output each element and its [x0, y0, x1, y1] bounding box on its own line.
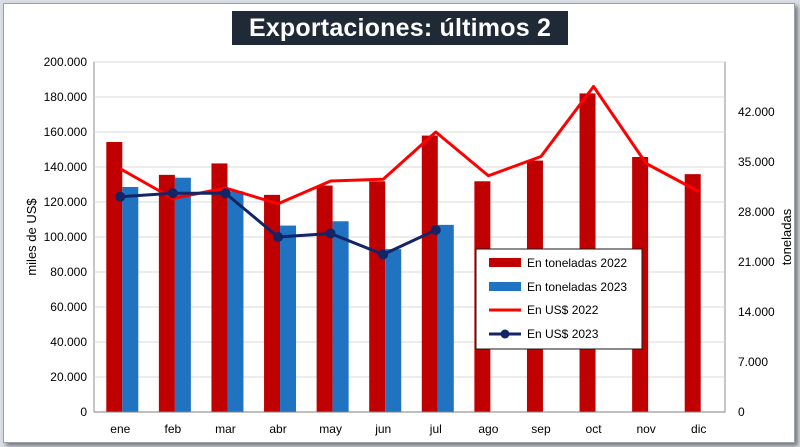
x-tick-label: ene: [110, 422, 130, 436]
bar-en-toneladas-2023: [385, 249, 402, 412]
y-axis-label: miles de US$: [24, 198, 39, 276]
x-tick-label: feb: [165, 422, 182, 436]
y-tick-label: 40.000: [50, 335, 87, 349]
y-tick-label: 60.000: [50, 300, 87, 314]
y-tick-label: 100.000: [44, 230, 88, 244]
line-en-us-2022: [119, 85, 700, 206]
legend-label-tons-2023: En toneladas 2023: [527, 280, 627, 294]
legend-label-tons-2022: En toneladas 2022: [527, 256, 627, 270]
y2-tick-label: 28.000: [738, 205, 775, 219]
bar-en-toneladas-2023: [174, 177, 191, 412]
y2-axis-label: toneladas: [779, 208, 794, 265]
y2-tick-label: 14.000: [738, 305, 775, 319]
bar-en-toneladas-2022: [421, 135, 438, 413]
x-tick-label: may: [319, 422, 342, 436]
x-tick-label: mar: [215, 422, 236, 436]
bar-en-toneladas-2023: [122, 187, 139, 412]
y-tick-label: 160.000: [44, 125, 88, 139]
lines: [115, 85, 700, 260]
y-tick-label: 180.000: [44, 90, 88, 104]
legend-swatch-tons-2022: [489, 258, 521, 267]
point-en-us-2023: [325, 228, 336, 239]
bar-en-toneladas-2023: [280, 225, 297, 412]
bar-en-toneladas-2022: [264, 194, 281, 412]
y2-tick-label: 35.000: [738, 155, 775, 169]
axes: 0 20.000 40.000 60.000 80.000 100.000 120.000 1…: [44, 55, 775, 436]
x-tick-label: jun: [374, 422, 391, 436]
point-en-us-2023: [220, 188, 231, 199]
y-tick-label: 80.000: [50, 265, 87, 279]
bar-en-toneladas-2022: [684, 174, 701, 412]
legend-label-usd-2022: En US$ 2022: [527, 303, 599, 317]
bar-en-toneladas-2022: [211, 163, 228, 412]
point-en-us-2023: [273, 232, 284, 242]
legend: En toneladas 2022 En toneladas 2023 En U…: [475, 248, 643, 350]
x-tick-label: dic: [691, 422, 706, 436]
legend-swatch-tons-2023: [489, 282, 521, 291]
point-en-us-2023: [115, 191, 126, 202]
legend-label-usd-2023: En US$ 2023: [527, 327, 599, 341]
y2-tick-label: 0: [738, 405, 745, 419]
x-tick-label: ago: [478, 422, 498, 436]
y2-tick-label: 7.000: [738, 355, 768, 369]
x-tick-label: nov: [636, 422, 655, 436]
x-tick-label: oct: [586, 422, 603, 436]
point-en-us-2023: [430, 225, 441, 235]
y2-tick-label: 42.000: [738, 105, 775, 119]
bar-en-toneladas-2022: [158, 174, 175, 412]
bar-en-toneladas-2023: [332, 221, 349, 412]
bars: [106, 93, 701, 413]
y-tick-label: 0: [80, 405, 87, 419]
y-tick-label: 200.000: [44, 55, 88, 69]
bar-en-toneladas-2023: [437, 224, 454, 412]
y-tick-label: 140.000: [44, 160, 88, 174]
legend-marker-usd-2023: [500, 329, 510, 339]
y-tick-label: 120.000: [44, 195, 88, 209]
x-tick-label: sep: [531, 422, 551, 436]
y-tick-label: 20.000: [50, 370, 87, 384]
point-en-us-2023: [378, 249, 389, 260]
bar-en-toneladas-2022: [106, 142, 123, 412]
bar-en-toneladas-2022: [369, 181, 386, 412]
point-en-us-2023: [167, 188, 178, 199]
bar-en-toneladas-2022: [316, 185, 333, 412]
x-tick-label: jul: [429, 422, 442, 436]
x-tick-label: abr: [269, 422, 286, 436]
y2-tick-label: 21.000: [738, 255, 775, 269]
bar-en-toneladas-2023: [227, 191, 244, 412]
